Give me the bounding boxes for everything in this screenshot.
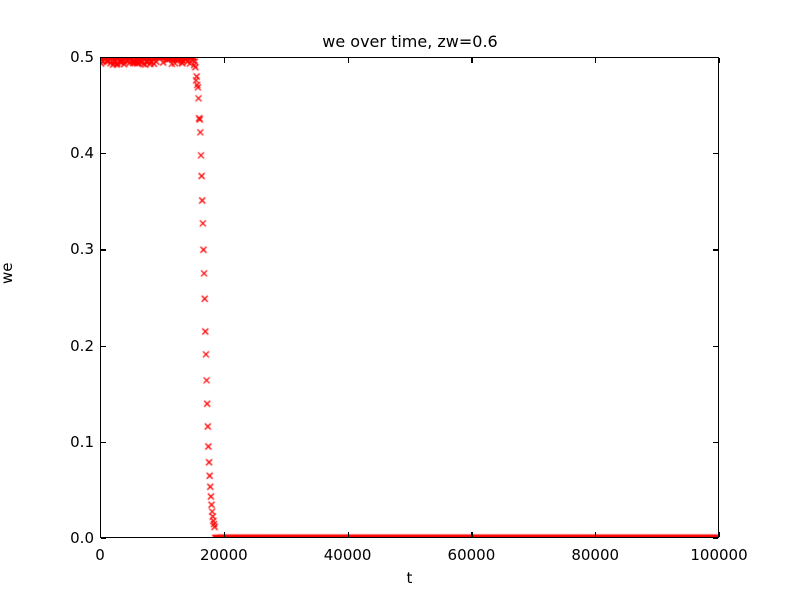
tick-mark [713,441,718,443]
tick-mark [347,58,349,63]
x-tick-label: 100000 [690,546,748,564]
tick-mark [101,153,106,155]
y-tick-label: 0.1 [70,432,94,451]
plot-area [100,57,719,538]
tick-mark [713,345,718,347]
tick-mark [101,538,106,540]
y-tick-label: 0.2 [70,336,94,355]
tick-mark [100,532,102,537]
y-axis-label: we [0,262,16,285]
axes-frame [100,57,719,538]
y-tick-label: 0.5 [70,48,94,66]
tick-mark [595,532,597,537]
x-tick-label: 40000 [323,546,372,564]
x-axis-label: t [406,569,413,587]
tick-mark [713,57,718,59]
tick-mark [223,58,225,63]
y-tick-label: 0.0 [70,529,94,547]
tick-mark [347,532,349,537]
x-tick-label: 0 [95,546,105,564]
y-tick-label: 0.4 [70,144,94,163]
tick-mark [100,58,102,63]
tick-mark [101,345,106,347]
tick-mark [713,538,718,540]
scatter-plot-canvas [100,57,719,538]
tick-mark [713,249,718,251]
x-tick-label: 20000 [199,546,248,564]
tick-mark [223,532,225,537]
chart-title: we over time, zw=0.6 [322,32,498,51]
y-tick-label: 0.3 [70,240,94,259]
tick-mark [101,441,106,443]
tick-mark [101,57,106,59]
tick-mark [713,153,718,155]
x-tick-label: 60000 [447,546,496,564]
tick-mark [101,249,106,251]
tick-mark [471,58,473,63]
tick-mark [719,532,721,537]
tick-mark [719,58,721,63]
x-tick-label: 80000 [571,546,620,564]
tick-mark [595,58,597,63]
tick-mark [471,532,473,537]
